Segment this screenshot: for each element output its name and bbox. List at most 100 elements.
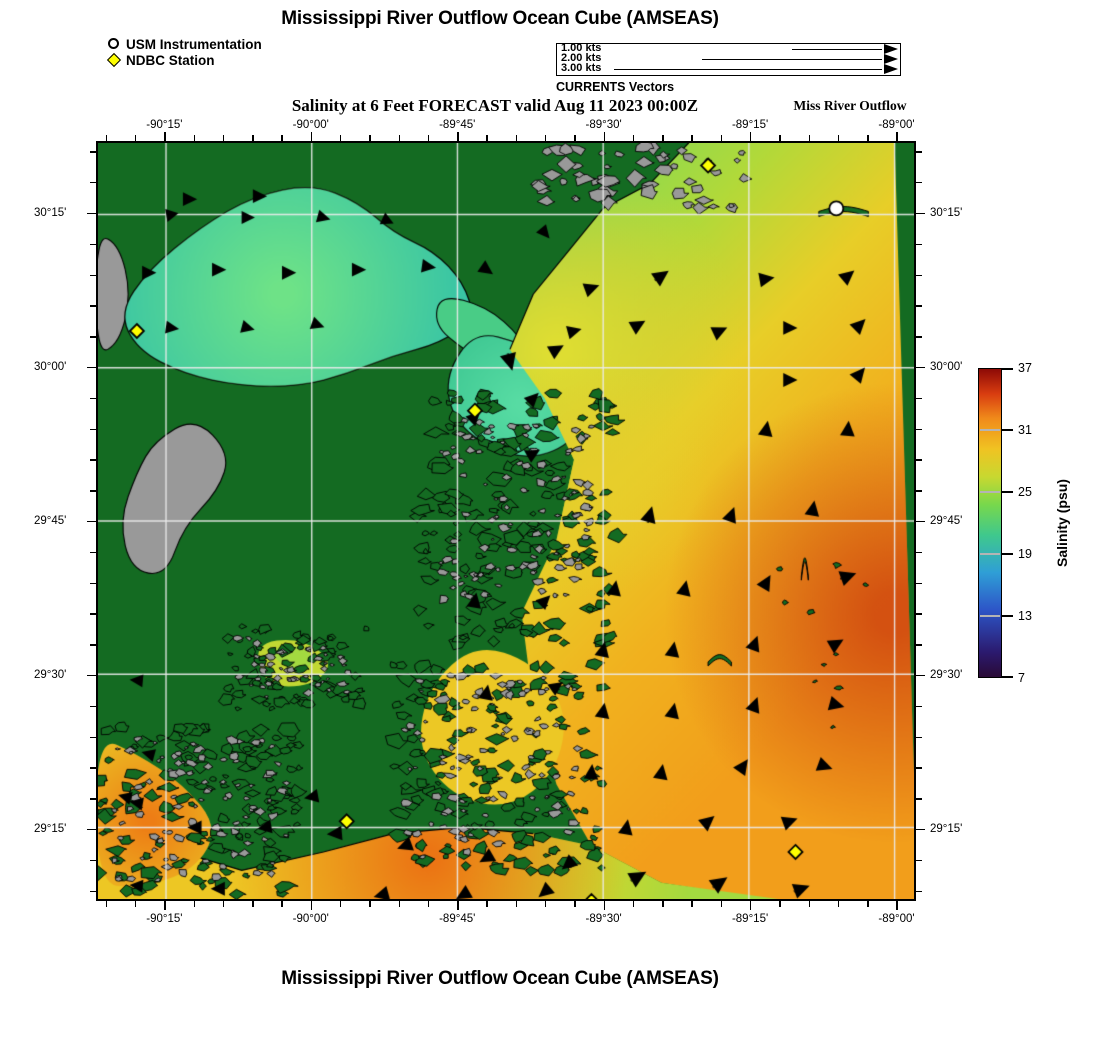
colorbar-gridline bbox=[979, 553, 1001, 555]
axis-tick bbox=[281, 901, 283, 907]
legend-label-ndbc: NDBC Station bbox=[126, 53, 215, 68]
axis-tick bbox=[867, 901, 869, 907]
axis-tick bbox=[691, 901, 693, 907]
axis-tick bbox=[90, 613, 96, 615]
axis-tick bbox=[916, 366, 925, 369]
axis-tick bbox=[340, 135, 342, 141]
colorbar-tick-label: 13 bbox=[1018, 609, 1032, 623]
axis-tick bbox=[193, 901, 196, 907]
axis-tick bbox=[916, 798, 922, 800]
axis-tick bbox=[916, 336, 922, 338]
marker-legend: USM Instrumentation NDBC Station bbox=[106, 37, 262, 68]
axis-tick bbox=[574, 135, 576, 141]
axis-tick bbox=[916, 521, 925, 523]
axis-tick bbox=[916, 182, 922, 184]
axis-tick bbox=[105, 135, 108, 141]
colorbar-tick-label: 37 bbox=[1018, 361, 1032, 375]
colorbar-tick bbox=[1002, 615, 1013, 617]
axis-tick bbox=[193, 135, 196, 141]
axis-tick bbox=[90, 243, 96, 246]
legend-item-usm-instrumentation: USM Instrumentation bbox=[106, 37, 262, 52]
axis-tick bbox=[779, 901, 781, 907]
axis-tick bbox=[87, 829, 96, 831]
legend-label-usm: USM Instrumentation bbox=[126, 37, 262, 52]
axis-tick bbox=[545, 901, 547, 907]
axis-tick bbox=[867, 135, 869, 141]
longitude-tick-label: -89°00' bbox=[878, 119, 915, 131]
salinity-map[interactable] bbox=[96, 141, 916, 901]
axis-tick bbox=[916, 675, 925, 677]
latitude-tick-label: 29°30' bbox=[930, 669, 963, 682]
axis-tick bbox=[90, 274, 96, 276]
colorbar-tick bbox=[1002, 429, 1013, 431]
product-label: Miss River Outflow bbox=[793, 98, 907, 113]
open-circle-marker-icon bbox=[106, 37, 126, 52]
axis-tick bbox=[916, 736, 922, 739]
colorbar-tick bbox=[1002, 676, 1013, 678]
axis-tick bbox=[427, 135, 430, 141]
axis-tick bbox=[369, 901, 371, 907]
axis-tick bbox=[87, 675, 96, 677]
currents-vector-legend: 1.00 kts 2.00 kts 3.00 kts bbox=[556, 43, 901, 76]
axis-tick bbox=[916, 767, 922, 769]
vector-legend-label-2: 2.00 kts bbox=[561, 52, 602, 64]
axis-tick bbox=[916, 459, 922, 461]
longitude-tick-label: -90°00' bbox=[292, 913, 329, 925]
footer-title: Mississippi River Outflow Ocean Cube (AM… bbox=[281, 968, 719, 989]
axis-tick bbox=[457, 132, 459, 141]
axis-tick bbox=[515, 135, 518, 141]
longitude-tick-label: -89°15' bbox=[731, 913, 769, 925]
axis-tick bbox=[164, 901, 166, 910]
axis-tick bbox=[105, 901, 108, 907]
axis-tick bbox=[632, 135, 635, 141]
axis-tick bbox=[90, 151, 96, 153]
latitude-tick-label: 30°00' bbox=[34, 360, 67, 373]
axis-tick bbox=[90, 397, 96, 400]
latitude-tick-label: 30°15' bbox=[34, 206, 67, 219]
longitude-tick-label: -89°30' bbox=[585, 913, 622, 925]
axis-tick bbox=[135, 901, 137, 907]
axis-tick bbox=[369, 135, 371, 141]
axis-tick bbox=[662, 901, 664, 907]
axis-tick bbox=[720, 135, 723, 141]
colorbar-tick bbox=[1002, 553, 1013, 555]
axis-tick bbox=[87, 212, 96, 215]
axis-tick bbox=[90, 428, 96, 430]
axis-tick bbox=[164, 132, 166, 141]
axis-tick bbox=[662, 135, 664, 141]
vector-arrowhead-1 bbox=[884, 43, 898, 54]
axis-tick bbox=[545, 135, 547, 141]
longitude-tick-label: -89°45' bbox=[439, 119, 476, 131]
colorbar-tick bbox=[1002, 491, 1013, 493]
vector-arrowhead-3 bbox=[884, 63, 898, 74]
axis-tick bbox=[90, 459, 96, 461]
colorbar-tick-label: 7 bbox=[1018, 671, 1025, 685]
longitude-tick-label: -89°15' bbox=[731, 119, 769, 131]
axis-tick bbox=[808, 901, 811, 907]
axis-tick bbox=[515, 901, 518, 907]
axis-tick bbox=[90, 859, 96, 862]
axis-tick bbox=[916, 644, 922, 646]
axis-tick bbox=[916, 428, 922, 430]
axis-tick bbox=[135, 135, 137, 141]
longitude-tick-label: -90°15' bbox=[146, 913, 183, 925]
axis-tick bbox=[916, 490, 922, 492]
longitude-tick-label: -90°00' bbox=[292, 119, 329, 131]
axis-tick bbox=[916, 212, 925, 215]
yellow-diamond-marker-icon bbox=[106, 52, 126, 68]
colorbar-tick bbox=[1002, 368, 1013, 370]
axis-tick bbox=[486, 901, 488, 907]
axis-tick bbox=[90, 798, 96, 800]
vector-shaft-3 bbox=[614, 68, 882, 70]
axis-tick bbox=[398, 901, 401, 907]
axis-tick bbox=[90, 767, 96, 769]
longitude-tick-label: -89°30' bbox=[585, 119, 622, 131]
axis-tick bbox=[310, 132, 313, 141]
axis-tick bbox=[252, 901, 254, 907]
axis-tick bbox=[916, 705, 922, 708]
axis-tick bbox=[750, 132, 752, 141]
latitude-tick-label: 29°45' bbox=[34, 515, 67, 527]
axis-tick bbox=[632, 901, 635, 907]
latitude-tick-label: 29°15' bbox=[930, 823, 963, 836]
axis-tick bbox=[90, 305, 96, 307]
